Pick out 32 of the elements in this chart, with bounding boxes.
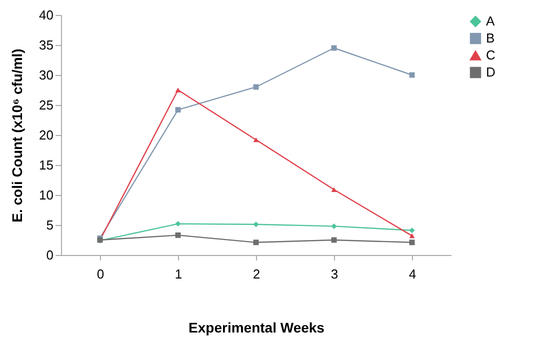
y-tick-label: 5 — [46, 218, 54, 232]
point — [409, 240, 415, 246]
x-tick-label: 2 — [252, 266, 260, 282]
point — [175, 221, 181, 227]
y-tick-label: 30 — [39, 68, 54, 82]
x-tick-label: 4 — [408, 266, 416, 282]
y-tick-label: 0 — [46, 248, 54, 262]
legend-label: C — [486, 48, 496, 62]
point — [253, 137, 259, 142]
y-tick-label: 15 — [39, 158, 54, 172]
legend-label: A — [486, 14, 495, 28]
point — [331, 223, 337, 229]
point — [175, 88, 181, 92]
point — [331, 187, 337, 192]
point — [175, 107, 181, 113]
x-tick-label: 0 — [96, 266, 104, 282]
y-tick-label: 10 — [39, 188, 54, 202]
x-tick-label: 3 — [330, 266, 338, 282]
y-tick-label: 35 — [39, 38, 54, 52]
point — [175, 232, 181, 238]
point — [409, 228, 415, 234]
x-axis-title: Experimental Weeks — [188, 320, 325, 336]
legend-label: D — [486, 64, 496, 80]
point — [253, 222, 259, 228]
legend-label: B — [486, 30, 495, 46]
y-tick-label: 40 — [39, 8, 54, 22]
y-tick-label: 25 — [39, 98, 54, 112]
x-tick-label: 1 — [174, 266, 182, 282]
point — [253, 240, 259, 246]
point — [409, 233, 415, 238]
y-tick-label: 20 — [39, 128, 54, 142]
y-axis-title: E. coli Count (x10⁶ cfu/ml) — [9, 48, 26, 222]
